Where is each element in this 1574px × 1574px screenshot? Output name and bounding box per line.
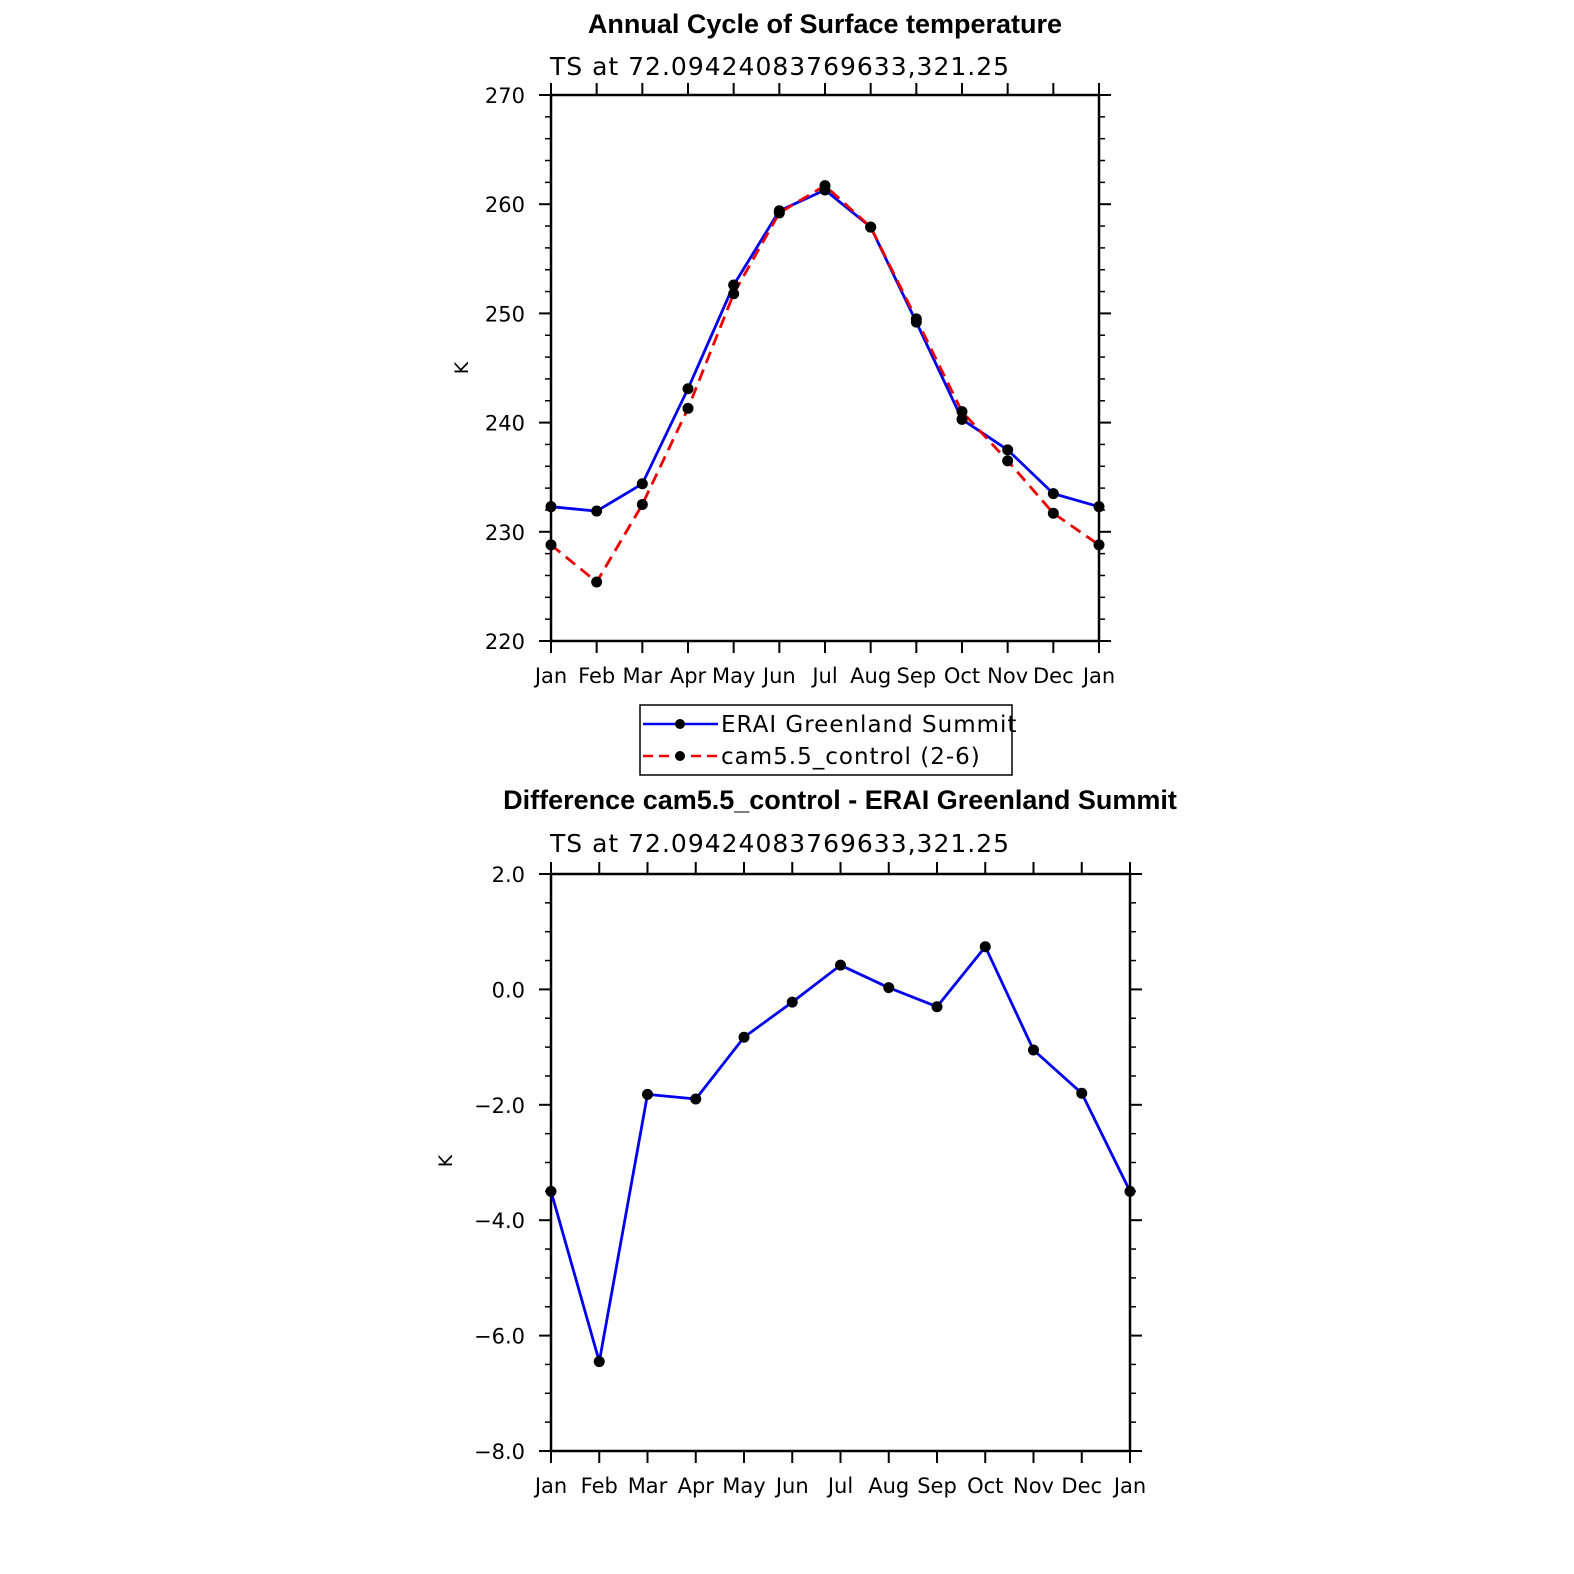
chart-1-series-2-point xyxy=(1093,539,1105,551)
chart-1-x-tick-label: Jun xyxy=(761,664,796,688)
chart-2-series-1-point xyxy=(593,1356,605,1368)
chart-2-series-1-point xyxy=(979,941,991,953)
chart-1-series-2-point xyxy=(728,288,740,300)
chart-1-series-2-point xyxy=(591,576,603,588)
chart-1-series-2-point xyxy=(682,402,694,414)
chart-1-series-1-point xyxy=(545,501,557,513)
legend-box xyxy=(639,704,1013,776)
chart-2-x-tick-label: Aug xyxy=(868,1474,909,1498)
legend-label-erai: ERAI Greenland Summit xyxy=(721,712,1017,738)
chart-2-series-1-point xyxy=(1028,1044,1039,1056)
chart-1-x-tick-label: Nov xyxy=(987,664,1028,688)
chart-1-legend: ERAI Greenland Summit cam5.5_control (2-… xyxy=(639,704,1017,776)
chart-2-title: Difference cam5.5_control - ERAI Greenla… xyxy=(503,785,1177,815)
chart-2-y-tick-label: −6.0 xyxy=(474,1325,525,1349)
chart-2-series-1-point xyxy=(1124,1185,1136,1197)
chart-1-series-1-point xyxy=(956,413,968,425)
chart-2-y-tick-label: 2.0 xyxy=(492,863,525,887)
chart-2-x-tick-label: Dec xyxy=(1061,1474,1102,1498)
chart-1-x-tick-label: Oct xyxy=(944,664,980,688)
chart-2-x-tick-label: Nov xyxy=(1013,1474,1054,1498)
chart-1-y-tick-label: 220 xyxy=(485,630,525,654)
chart-1-series-2-point xyxy=(865,221,877,233)
chart-1-x-tick-label: Jan xyxy=(1081,664,1115,688)
chart-1-y-tick-label: 240 xyxy=(485,412,525,436)
chart-1-series-1-point xyxy=(1047,488,1059,500)
chart-1-x-tick-label: Sep xyxy=(897,664,937,688)
chart-1-x-tick-label: Jul xyxy=(810,664,837,688)
chart-1-series-1-line xyxy=(550,188,1100,513)
chart-2-series-1-point xyxy=(883,982,895,994)
chart-2-x-tick-label: Mar xyxy=(628,1474,668,1498)
chart-1-plot-area: 220 230 240 250 260 270 Jan Feb Mar Apr May Jun Jul A… xyxy=(485,83,1115,688)
chart-2-y-tick-label: −2.0 xyxy=(474,1094,525,1118)
chart-1-series-1-point xyxy=(636,478,648,490)
chart-2-series-1-point xyxy=(690,1093,702,1105)
chart-2-series-1-line xyxy=(549,945,1132,1363)
chart-2-x-tick-label: Oct xyxy=(967,1474,1003,1498)
legend-label-cam: cam5.5_control (2-6) xyxy=(721,744,981,770)
chart-1-y-axis-label: K xyxy=(451,361,473,374)
chart-2-x-tick-label: Jan xyxy=(533,1474,567,1498)
chart-1-series-2-point xyxy=(545,539,557,551)
chart-1-x-tick-label: Dec xyxy=(1033,664,1074,688)
chart-1-x-tick-label: May xyxy=(712,664,755,688)
chart-1-y-tick-label: 250 xyxy=(485,302,525,326)
chart-1-x-tick-label: Feb xyxy=(578,664,615,688)
chart-2-y-tick-label: −8.0 xyxy=(474,1440,525,1464)
chart-2-x-tick-label: Apr xyxy=(678,1474,715,1498)
chart-2-series-1-point xyxy=(642,1088,653,1100)
chart-1-title: Annual Cycle of Surface temperature xyxy=(588,9,1062,39)
chart-1-subtitle: TS at 72.09424083769633,321.25 xyxy=(549,52,1010,81)
chart-1-x-tick-label: Apr xyxy=(670,664,707,688)
chart-1-series-1-point xyxy=(1093,501,1105,513)
chart-2-series-1-point xyxy=(931,1001,943,1013)
chart-1-series-2-point xyxy=(1047,507,1059,519)
legend-marker-cam xyxy=(675,751,685,761)
chart-1-x-tick-label: Jan xyxy=(533,664,567,688)
chart-1-y-tick-label: 260 xyxy=(485,193,525,217)
chart-1-series-1-point xyxy=(682,383,694,395)
chart-1-series-2-point xyxy=(819,180,831,192)
chart-2-x-tick-label: Jan xyxy=(1112,1474,1146,1498)
chart-1-series-2-point xyxy=(1002,455,1014,467)
chart-1-x-tick-label: Aug xyxy=(850,664,891,688)
chart-1-y-tick-label: 230 xyxy=(485,521,525,545)
chart-2-x-tick-label: Sep xyxy=(917,1474,957,1498)
chart-2-series-1-point xyxy=(786,996,798,1008)
chart-1-series-2-point xyxy=(636,499,648,510)
chart-1-x-tick-label: Mar xyxy=(623,664,663,688)
chart-2-subtitle: TS at 72.09424083769633,321.25 xyxy=(549,829,1010,858)
chart-2-x-tick-label: May xyxy=(722,1474,765,1498)
chart-2-series-1-point xyxy=(545,1185,557,1197)
chart-1-series-2-point xyxy=(956,406,968,418)
chart-2-y-tick-label: 0.0 xyxy=(492,978,525,1002)
chart-1-series-1-point xyxy=(591,505,603,517)
chart-1-series-1-point xyxy=(728,279,740,291)
chart-2-y-axis-label: K xyxy=(435,1154,457,1167)
chart-2-x-tick-label: Feb xyxy=(581,1474,618,1498)
chart-2-series-1-point xyxy=(1076,1087,1088,1099)
chart-1-series-2-point xyxy=(910,313,922,325)
chart-1-frame xyxy=(549,93,1101,643)
chart-1-series-1-point xyxy=(1002,444,1014,456)
chart-1-y-tick-label: 270 xyxy=(485,84,525,108)
legend-marker-erai xyxy=(675,719,685,729)
chart-2-plot-area: −8.0 −6.0 −4.0 −2.0 0.0 2.0 Jan Feb Mar Apr May Jun… xyxy=(474,862,1146,1498)
chart-2-series-1-point xyxy=(738,1031,750,1043)
chart-1-series-2-point xyxy=(773,207,785,219)
chart-2-x-tick-label: Jul xyxy=(826,1474,853,1498)
chart-1-series-2-line xyxy=(550,184,1100,584)
chart-2-y-tick-label: −4.0 xyxy=(474,1209,525,1233)
chart-2-x-tick-label: Jun xyxy=(774,1474,809,1498)
chart-2-series-1-point xyxy=(835,959,846,971)
